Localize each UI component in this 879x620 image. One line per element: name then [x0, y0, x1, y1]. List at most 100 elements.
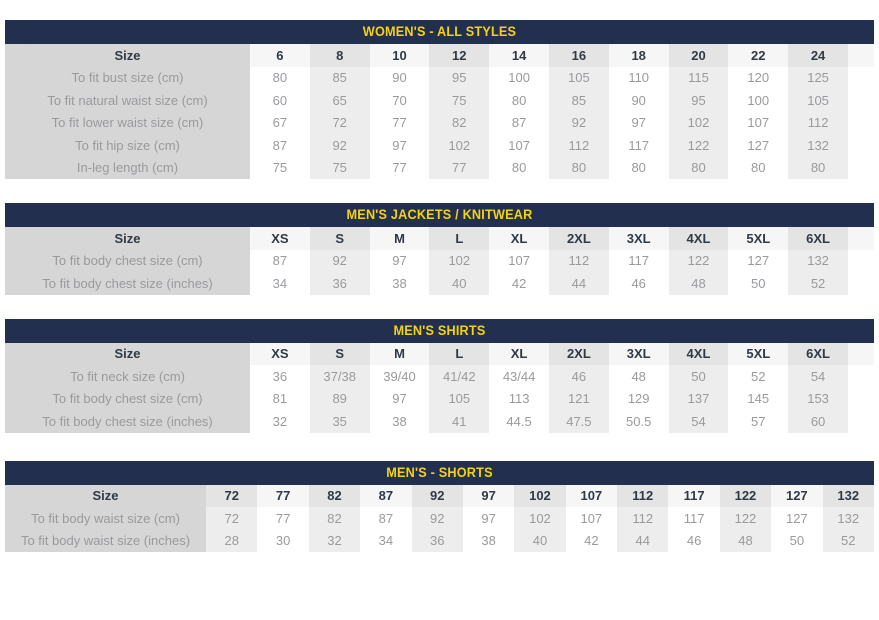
- measurement-cell: 80: [489, 89, 549, 112]
- column-header: 87: [360, 484, 412, 507]
- column-header: 8: [309, 44, 370, 67]
- table-title: MEN'S - SHORTS: [31, 460, 848, 485]
- table-edge-spacer: [847, 89, 874, 112]
- size-table-mens-shorts: MEN'S - SHORTS Size 72 77 82 87 92 97 102 107 112 1…: [5, 460, 874, 552]
- row-label: To fit neck size (cm): [5, 365, 250, 388]
- row-label: To fit natural waist size (cm): [5, 89, 250, 112]
- column-header: S: [309, 227, 370, 250]
- column-header: 132: [822, 484, 874, 507]
- measurement-cell: 34: [250, 272, 310, 295]
- column-header: XL: [489, 227, 549, 250]
- measurement-cell: 36: [250, 365, 310, 388]
- measurement-cell: 82: [308, 507, 361, 530]
- measurement-cell: 38: [369, 272, 430, 295]
- measurement-cell: 117: [668, 507, 720, 530]
- column-header: 3XL: [608, 342, 669, 365]
- measurement-cell: 85: [309, 66, 370, 89]
- measurement-cell: 97: [369, 387, 430, 410]
- table-title: MEN'S JACKETS / KNITWEAR: [31, 203, 848, 227]
- column-header: 4XL: [668, 342, 729, 365]
- table-row: To fit body chest size (cm) 87 92 97 102 107 1…: [5, 249, 874, 272]
- measurement-cell: 48: [719, 529, 772, 552]
- measurement-cell: 75: [250, 156, 310, 179]
- table-row: To fit neck size (cm) 36 37/38 39/40 41/42 43…: [5, 365, 874, 388]
- column-header: XL: [489, 342, 549, 365]
- column-header: 82: [308, 484, 361, 507]
- measurement-cell: 95: [429, 66, 490, 89]
- top-spacer: [0, 0, 879, 20]
- measurement-cell: 97: [369, 249, 430, 272]
- measurement-cell: 38: [369, 410, 430, 433]
- column-header: 122: [719, 484, 772, 507]
- row-label: To fit body chest size (inches): [5, 272, 250, 295]
- column-header: XS: [250, 227, 310, 250]
- column-header: 5XL: [728, 342, 789, 365]
- measurement-cell: 122: [719, 507, 772, 530]
- measurement-cell: 132: [788, 249, 848, 272]
- measurement-cell: 92: [548, 111, 609, 134]
- column-header: S: [309, 342, 370, 365]
- measurement-cell: 46: [668, 529, 720, 552]
- measurement-cell: 112: [548, 134, 609, 157]
- measurement-cell: 113: [489, 387, 549, 410]
- measurement-cell: 110: [608, 66, 669, 89]
- measurement-cell: 82: [429, 111, 490, 134]
- measurement-cell: 48: [608, 365, 669, 388]
- measurement-cell: 44: [617, 529, 669, 552]
- measurement-cell: 92: [309, 249, 370, 272]
- measurement-cell: 80: [250, 66, 310, 89]
- table-title: MEN'S SHIRTS: [31, 318, 848, 343]
- row-label: In-leg length (cm): [5, 156, 250, 179]
- measurement-cell: 81: [250, 387, 310, 410]
- table-row: In-leg length (cm) 75 75 77 77 80 80 80 80 80 80: [5, 156, 874, 179]
- measurement-cell: 36: [411, 529, 463, 552]
- measurement-cell: 32: [250, 410, 310, 433]
- measurement-cell: 65: [309, 89, 370, 112]
- table-row: To fit body waist size (cm) 72 77 82 87 92 97 1…: [5, 507, 874, 530]
- column-header: 97: [462, 484, 515, 507]
- table-edge-spacer: [847, 156, 874, 179]
- column-header: 112: [617, 484, 669, 507]
- column-header: 2XL: [548, 227, 609, 250]
- measurement-cell: 72: [206, 507, 258, 530]
- size-label-header: Size: [5, 342, 250, 365]
- size-tables-container: WOMEN'S - ALL STYLES Size 6 8 10 12 14 16 18 20 22…: [0, 20, 879, 552]
- measurement-cell: 87: [360, 507, 412, 530]
- measurement-cell: 97: [369, 134, 430, 157]
- column-header: 3XL: [608, 227, 669, 250]
- column-header: 6XL: [788, 227, 848, 250]
- table-edge-spacer: [847, 342, 874, 365]
- column-header: 107: [565, 484, 618, 507]
- column-header: 5XL: [728, 227, 789, 250]
- measurement-cell: 102: [429, 249, 490, 272]
- measurement-cell: 28: [206, 529, 258, 552]
- measurement-cell: 52: [822, 529, 874, 552]
- size-table: Size 6 8 10 12 14 16 18 20 22 24 To fit bust size (…: [5, 44, 874, 179]
- table-edge-spacer: [847, 66, 874, 89]
- row-label: To fit hip size (cm): [5, 134, 250, 157]
- measurement-cell: 120: [728, 66, 789, 89]
- measurement-cell: 102: [668, 111, 729, 134]
- row-label: To fit body chest size (cm): [5, 249, 250, 272]
- table-edge-spacer: [847, 249, 874, 272]
- measurement-cell: 37/38: [309, 365, 370, 388]
- size-table-womens-all-styles: WOMEN'S - ALL STYLES Size 6 8 10 12 14 16 18 20 22…: [5, 20, 874, 179]
- table-edge-spacer: [847, 227, 874, 250]
- table-row: To fit natural waist size (cm) 60 65 70 75 80…: [5, 89, 874, 112]
- size-label-header: Size: [5, 44, 250, 67]
- size-table: Size 72 77 82 87 92 97 102 107 112 117 122 127 132 To …: [5, 484, 874, 552]
- measurement-cell: 60: [788, 410, 848, 433]
- measurement-cell: 153: [788, 387, 848, 410]
- measurement-cell: 47.5: [548, 410, 609, 433]
- table-spacer: [0, 179, 879, 203]
- column-header: 72: [206, 484, 258, 507]
- table-title: WOMEN'S - ALL STYLES: [31, 20, 848, 44]
- column-header: 14: [489, 44, 549, 67]
- measurement-cell: 36: [309, 272, 370, 295]
- row-label: To fit body waist size (inches): [5, 529, 207, 552]
- column-header: M: [369, 342, 430, 365]
- table-header-bar: MEN'S JACKETS / KNITWEAR: [5, 203, 874, 227]
- table-header-bar: MEN'S SHIRTS: [5, 318, 874, 343]
- table-header-bar: MEN'S - SHORTS: [5, 460, 874, 485]
- table-row: To fit body waist size (inches) 28 30 32 34 3…: [5, 529, 874, 552]
